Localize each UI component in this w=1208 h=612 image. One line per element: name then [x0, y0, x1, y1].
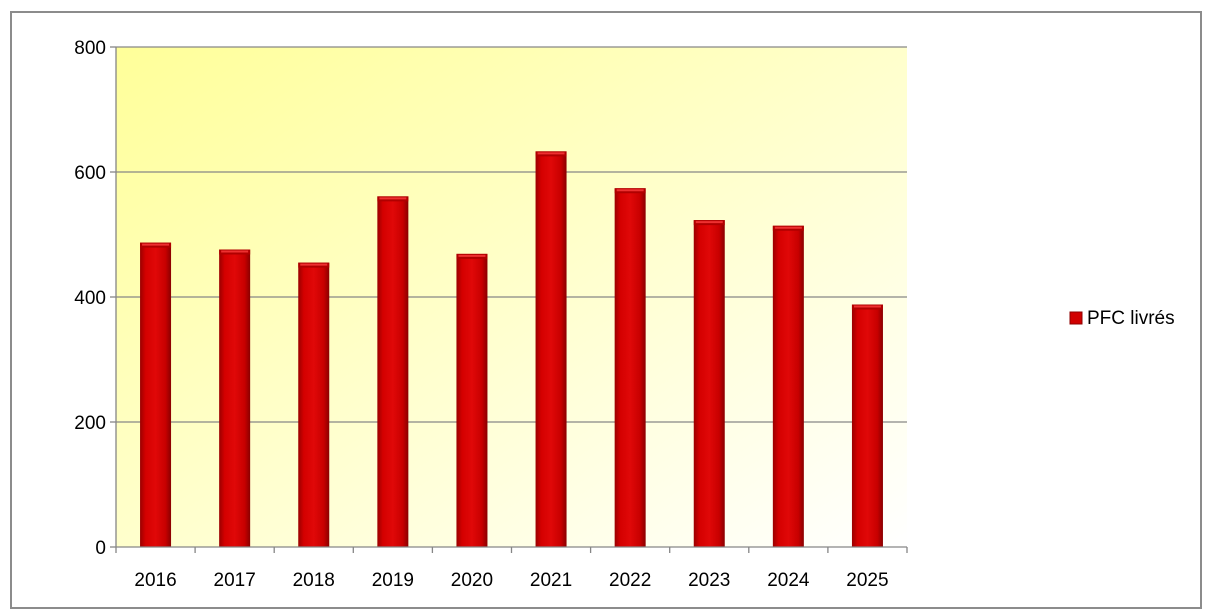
- bar-highlight: [695, 221, 723, 224]
- bar-2017: [219, 249, 251, 547]
- x-tick-label: 2021: [530, 570, 572, 591]
- x-tick-label: 2023: [688, 570, 730, 591]
- bar-highlight: [616, 189, 644, 192]
- bar-highlight: [537, 152, 565, 155]
- y-tick-label: 800: [74, 38, 106, 59]
- legend-label: PFC livrés: [1087, 308, 1175, 329]
- y-tick-label: 600: [74, 163, 106, 184]
- x-tick-label: 2024: [767, 570, 810, 591]
- y-tick-label: 200: [74, 413, 106, 434]
- bar-2023: [693, 220, 725, 547]
- x-tick-label: 2018: [293, 570, 335, 591]
- bar-2022: [614, 188, 646, 547]
- bar: [298, 262, 330, 547]
- bar: [851, 304, 883, 547]
- bar: [535, 151, 567, 547]
- bar-2021: [535, 151, 567, 547]
- bar-2018: [298, 262, 330, 547]
- bar-2025: [851, 304, 883, 547]
- x-tick-label: 2020: [451, 570, 493, 591]
- x-tick-label: 2022: [609, 570, 651, 591]
- bar: [456, 253, 488, 547]
- x-tick-label: 2019: [372, 570, 414, 591]
- legend: PFC livrés: [1069, 308, 1175, 329]
- bar: [614, 188, 646, 547]
- bar-highlight: [142, 243, 170, 246]
- legend-swatch: [1069, 311, 1083, 325]
- bar-highlight: [379, 197, 407, 200]
- y-axis-ticks: 0 200 400 600 800: [74, 38, 116, 559]
- x-axis-ticks: 2016 2017 2018 2019 2020 2021 2022 2023 2024 2025: [115, 547, 908, 591]
- x-tick-label: 2025: [846, 570, 888, 591]
- bar: [140, 242, 172, 547]
- bar: [219, 249, 251, 547]
- bar-2019: [377, 196, 409, 547]
- bar-2020: [456, 253, 488, 547]
- bar: [772, 225, 804, 547]
- bar: [377, 196, 409, 547]
- bar-series: [140, 151, 883, 547]
- bar-highlight: [774, 226, 802, 229]
- bar-highlight: [300, 263, 328, 266]
- bar-highlight: [458, 254, 486, 257]
- x-tick-label: 2017: [214, 570, 256, 591]
- bar-2024: [772, 225, 804, 547]
- bar-2016: [140, 242, 172, 547]
- x-tick-label: 2016: [134, 570, 176, 591]
- bar-highlight: [853, 305, 881, 308]
- bar-highlight: [221, 250, 249, 253]
- y-tick-label: 400: [74, 288, 106, 309]
- bar: [693, 220, 725, 547]
- y-tick-label: 0: [95, 538, 106, 559]
